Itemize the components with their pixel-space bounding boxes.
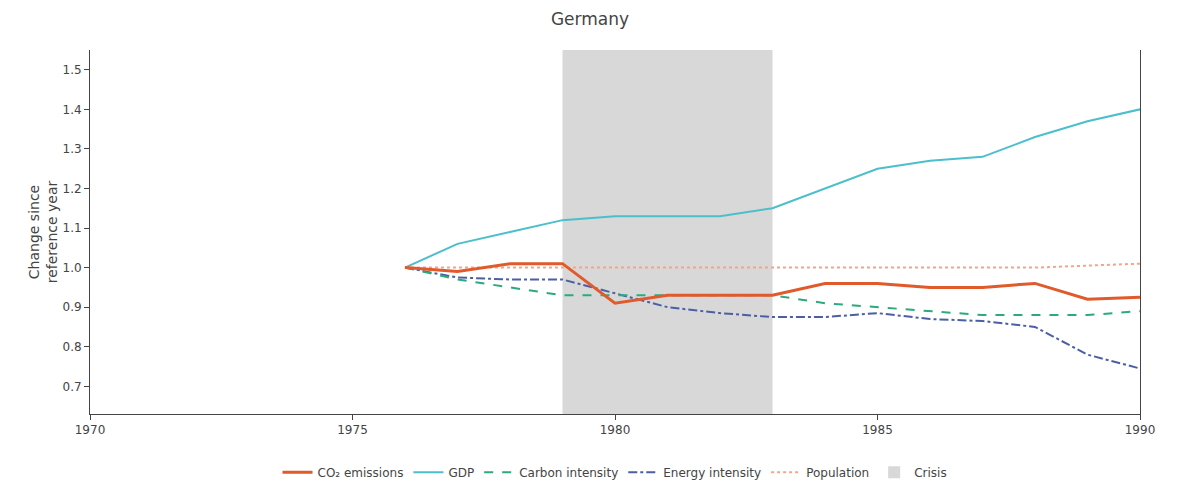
svg-text:0.7: 0.7 [63, 380, 82, 394]
svg-text:1.5: 1.5 [63, 63, 82, 77]
svg-text:1985: 1985 [862, 423, 893, 437]
svg-text:CO₂ emissions: CO₂ emissions [318, 466, 404, 480]
svg-text:Energy intensity: Energy intensity [663, 466, 761, 480]
svg-text:Carbon intensity: Carbon intensity [519, 466, 618, 480]
svg-text:Change sincereference year: Change sincereference year [26, 180, 60, 283]
svg-text:Population: Population [806, 466, 869, 480]
svg-text:Germany: Germany [551, 9, 629, 29]
svg-text:1.4: 1.4 [63, 103, 82, 117]
svg-text:1.3: 1.3 [63, 142, 82, 156]
svg-text:1990: 1990 [1125, 423, 1156, 437]
svg-text:1.0: 1.0 [63, 261, 82, 275]
svg-text:0.9: 0.9 [63, 300, 82, 314]
svg-text:1970: 1970 [75, 423, 106, 437]
svg-text:GDP: GDP [448, 466, 474, 480]
svg-text:1.2: 1.2 [63, 182, 82, 196]
svg-text:1980: 1980 [600, 423, 631, 437]
svg-text:0.8: 0.8 [63, 340, 82, 354]
svg-text:Crisis: Crisis [914, 466, 946, 480]
svg-text:1.1: 1.1 [63, 221, 82, 235]
svg-text:1975: 1975 [337, 423, 368, 437]
